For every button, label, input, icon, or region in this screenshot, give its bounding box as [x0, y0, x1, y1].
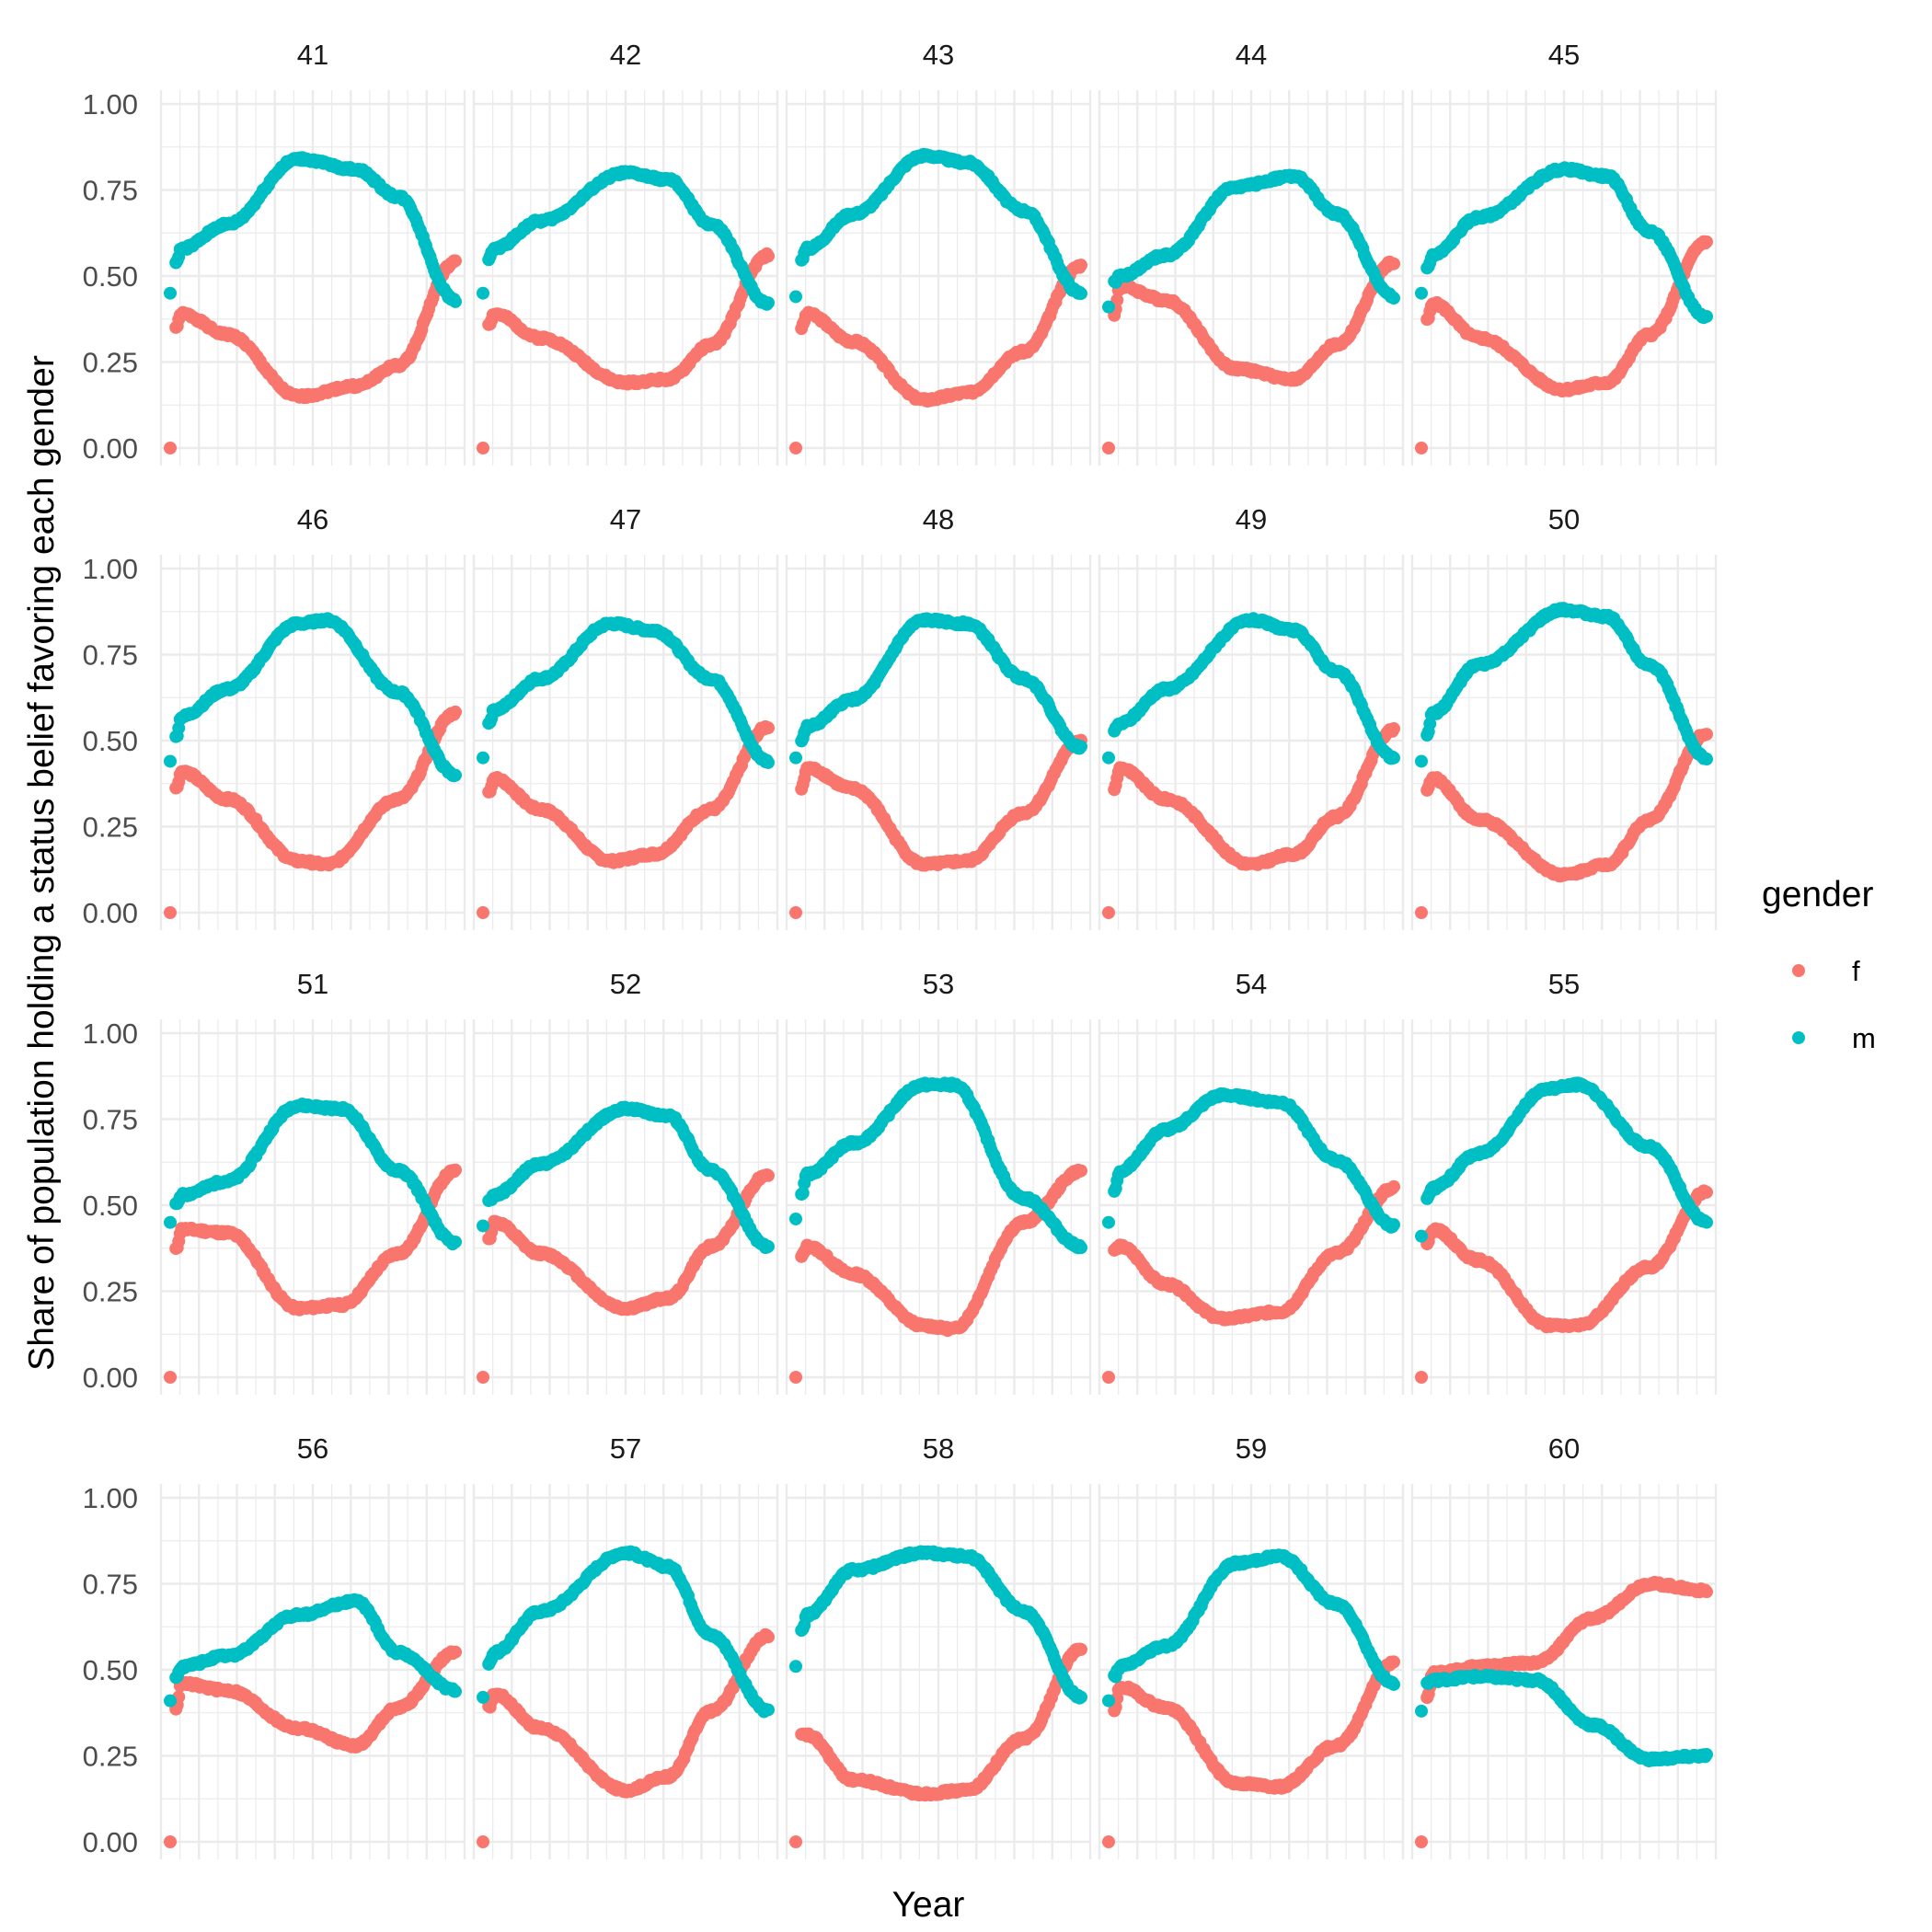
- data-point-f: [449, 705, 462, 719]
- facet-panel-48: 48: [785, 503, 1092, 930]
- data-point-f: [477, 442, 489, 454]
- data-point-m: [1075, 740, 1087, 753]
- data-point-m: [1102, 751, 1115, 765]
- facet-label: 47: [610, 503, 641, 535]
- data-point-f: [789, 442, 802, 454]
- data-point-m: [164, 1215, 177, 1229]
- facet-label: 46: [297, 503, 328, 535]
- series-m-points: [164, 612, 462, 783]
- facet-label: 45: [1548, 39, 1580, 71]
- facet-panel-42: 42: [472, 39, 779, 466]
- data-point-f: [1102, 442, 1115, 454]
- data-point-m: [477, 1219, 489, 1233]
- facet-label: 48: [923, 503, 954, 535]
- data-point-m: [449, 1235, 462, 1248]
- data-point-m: [1387, 292, 1400, 305]
- data-point-m: [1075, 287, 1087, 301]
- series-m-points: [789, 147, 1087, 304]
- series-m-points: [1102, 168, 1400, 314]
- facet-panel-49: 49: [1098, 503, 1405, 930]
- data-point-f: [1110, 293, 1124, 307]
- data-point-m: [164, 286, 177, 300]
- series-f-points: [1102, 255, 1400, 454]
- facet-panel-43: 43: [785, 39, 1092, 466]
- data-point-m: [1102, 300, 1115, 314]
- data-point-f: [1415, 906, 1428, 919]
- data-point-m: [762, 755, 775, 769]
- data-point-f: [762, 1168, 775, 1182]
- series-f-points: [1415, 235, 1713, 454]
- facet-panel-52: 52: [472, 968, 779, 1395]
- facet-panel-41: 41: [159, 39, 466, 466]
- facet-panel-47: 47: [472, 503, 779, 930]
- data-point-f: [1700, 235, 1713, 248]
- series-f-points: [477, 247, 775, 454]
- data-point-f: [164, 442, 177, 454]
- facet-label: 44: [1236, 39, 1267, 71]
- data-point-f: [1387, 722, 1400, 736]
- series-m-points: [1415, 161, 1713, 325]
- data-point-f: [477, 906, 489, 919]
- data-point-f: [789, 906, 802, 919]
- facet-label: 42: [610, 39, 641, 71]
- series-f-points: [164, 254, 462, 454]
- facet-panel-50: 50: [1410, 503, 1718, 930]
- data-point-f: [477, 1371, 489, 1384]
- facet-panel-46: 46: [159, 503, 466, 930]
- facet-panel-45: 45: [1410, 39, 1718, 466]
- data-point-f: [449, 1163, 462, 1177]
- data-point-m: [1387, 751, 1400, 765]
- facet-label: 50: [1548, 503, 1580, 535]
- data-point-f: [1387, 257, 1400, 270]
- data-point-m: [789, 751, 802, 765]
- data-point-f: [449, 254, 462, 268]
- data-point-m: [477, 751, 489, 765]
- data-point-m: [762, 296, 775, 310]
- facet-panel-51: 51: [159, 968, 466, 1395]
- series-f-points: [789, 259, 1087, 454]
- series-m-points: [164, 151, 462, 308]
- data-point-f: [1415, 442, 1428, 454]
- facet-label: 49: [1236, 503, 1267, 535]
- facet-label: 51: [297, 968, 328, 1000]
- facet-label: 41: [297, 39, 328, 71]
- data-point-f: [762, 249, 775, 263]
- data-point-m: [1415, 754, 1428, 768]
- data-point-f: [164, 906, 177, 919]
- data-point-m: [1700, 753, 1713, 766]
- facet-panel-44: 44: [1098, 39, 1405, 466]
- facet-label: 43: [923, 39, 954, 71]
- data-point-f: [164, 1371, 177, 1384]
- data-point-m: [164, 754, 177, 768]
- data-point-m: [449, 294, 462, 308]
- data-point-m: [477, 286, 489, 300]
- data-point-f: [1700, 728, 1713, 742]
- facet-label: 52: [610, 968, 641, 1000]
- data-point-f: [762, 721, 775, 735]
- data-point-m: [449, 768, 462, 782]
- data-point-m: [1700, 309, 1713, 323]
- series-m-points: [477, 165, 775, 311]
- data-point-m: [789, 290, 802, 304]
- data-point-m: [1415, 286, 1428, 300]
- data-point-f: [1102, 906, 1115, 919]
- data-point-f: [1075, 259, 1087, 272]
